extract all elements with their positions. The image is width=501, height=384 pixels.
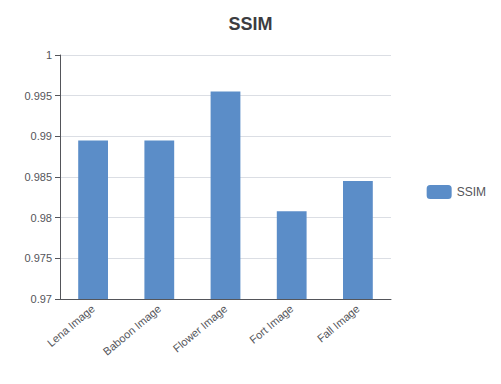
svg-text:0.975: 0.975: [24, 252, 52, 264]
svg-text:Baboon Image: Baboon Image: [101, 302, 164, 357]
svg-text:0.985: 0.985: [24, 171, 52, 183]
svg-text:SSIM: SSIM: [228, 14, 272, 34]
svg-text:0.97: 0.97: [31, 293, 52, 305]
svg-text:Fall Image: Fall Image: [315, 302, 362, 344]
svg-text:0.99: 0.99: [31, 130, 52, 142]
svg-text:Fort Image: Fort Image: [247, 302, 295, 345]
svg-text:Lena Image: Lena Image: [45, 302, 97, 349]
svg-text:0.98: 0.98: [31, 212, 52, 224]
svg-text:SSIM: SSIM: [457, 185, 486, 199]
svg-text:Flower Image: Flower Image: [171, 302, 230, 354]
svg-text:1: 1: [46, 49, 52, 61]
svg-text:0.995: 0.995: [24, 90, 52, 102]
